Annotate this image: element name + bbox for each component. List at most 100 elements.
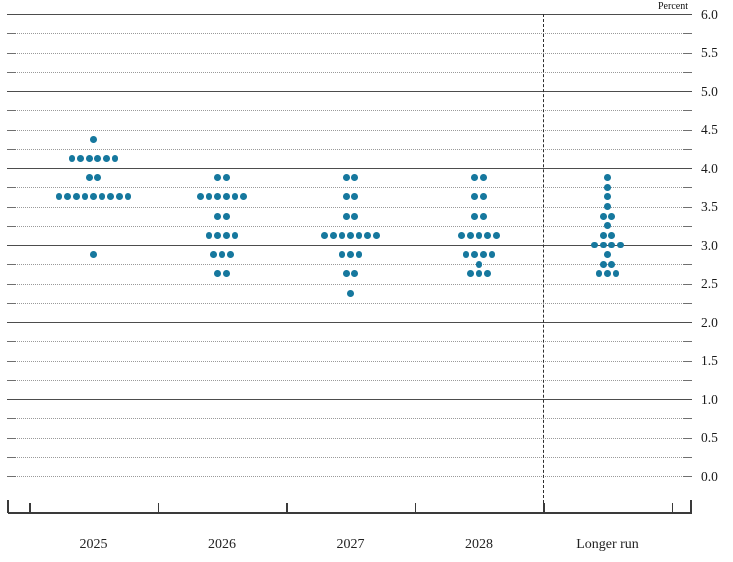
x-axis-tick [671, 503, 674, 512]
projection-dot [197, 193, 204, 201]
gridline-dotted [7, 476, 692, 477]
gridline-solid [7, 14, 692, 15]
projection-dot [222, 212, 230, 220]
projection-dot [68, 154, 76, 162]
projection-dot [94, 174, 102, 182]
projection-dot [205, 231, 213, 239]
projection-dot [222, 270, 230, 278]
projection-dot [222, 193, 230, 201]
gridline-dotted [7, 341, 692, 343]
y-tick-label: 2.0 [701, 314, 718, 330]
gridline-dotted [7, 52, 692, 54]
projection-dot [604, 193, 611, 201]
projection-dot [608, 212, 616, 220]
projection-dot [64, 193, 72, 201]
projection-dot [351, 212, 359, 220]
projection-dot [81, 193, 89, 201]
gridline-solid [7, 91, 692, 92]
projection-dot [347, 289, 354, 297]
projection-dot [222, 174, 230, 182]
projection-dot [467, 270, 474, 278]
gridline-dotted [7, 283, 692, 285]
x-category-label: 2026 [208, 537, 236, 552]
projection-dot [338, 251, 346, 259]
projection-dot [342, 174, 350, 182]
projection-dot [111, 154, 119, 162]
y-tick-label: 5.0 [701, 83, 718, 99]
y-tick-label: 5.5 [701, 45, 718, 60]
projection-dot [72, 193, 80, 201]
projection-dot [214, 193, 222, 201]
x-axis-tick [29, 503, 31, 512]
gridline-dotted [7, 33, 692, 35]
y-tick-label: 4.5 [701, 122, 718, 137]
projection-dot [372, 231, 380, 239]
projection-dot [351, 270, 359, 278]
projection-dot [471, 212, 479, 220]
y-tick-label: 0.0 [701, 468, 718, 484]
gridline-dotted [7, 148, 692, 150]
projection-dot [342, 212, 350, 220]
gridline-dotted [7, 71, 692, 73]
x-axis-tick [286, 503, 288, 512]
projection-dot [608, 241, 616, 249]
projection-dot [218, 251, 226, 259]
projection-dot [479, 174, 487, 182]
projection-dot [347, 231, 354, 239]
projection-dot [475, 270, 483, 278]
projection-dot [612, 270, 620, 278]
gridline-dotted [7, 225, 692, 227]
projection-dot [604, 270, 611, 278]
x-axis-tick [414, 503, 417, 512]
gridline-dotted [7, 129, 692, 131]
y-tick-label: 3.5 [701, 199, 718, 214]
projection-dot [604, 222, 611, 230]
projection-dot [355, 251, 363, 259]
projection-dot [205, 193, 213, 201]
projection-dot [471, 251, 479, 259]
y-tick-label: 6.0 [701, 6, 718, 22]
x-axis-tick [157, 503, 160, 512]
projection-dot [342, 270, 350, 278]
projection-dot [484, 231, 491, 239]
y-tick-label: 0.5 [701, 430, 718, 445]
projection-dot [329, 231, 337, 239]
projection-dot [458, 231, 466, 239]
projection-dot [210, 251, 217, 259]
projection-dot [347, 251, 354, 259]
projection-dot [604, 174, 611, 182]
y-tick-label: 1.5 [701, 353, 718, 368]
projection-dot [599, 212, 607, 220]
projection-dot [492, 231, 500, 239]
projection-dot [85, 154, 93, 162]
projection-dot [591, 241, 598, 249]
projection-dot [98, 193, 106, 201]
gridline-solid [7, 168, 692, 169]
x-category-label: 2027 [336, 537, 365, 552]
projection-dot [231, 193, 239, 201]
gridline-dotted [7, 360, 692, 362]
x-axis-end-cap [7, 500, 9, 513]
gridline-dotted [7, 418, 692, 420]
x-axis-line [8, 512, 692, 514]
projection-dot [214, 231, 222, 239]
projection-dot [595, 270, 603, 278]
projection-dot [604, 251, 611, 259]
gridline-solid [7, 399, 692, 400]
projection-dot [351, 174, 359, 182]
projection-dot [604, 203, 611, 210]
projection-dot [488, 251, 496, 259]
projection-dot [115, 193, 123, 201]
longer-run-separator-line [542, 14, 544, 513]
projection-dot [227, 251, 234, 259]
gridline-solid [7, 245, 692, 246]
projection-dot [214, 270, 222, 278]
projection-dot [471, 193, 479, 201]
projection-dot [124, 193, 132, 201]
projection-dot [479, 212, 487, 220]
gridline-dotted [7, 379, 692, 381]
projection-dot [599, 241, 607, 249]
x-axis-tick [543, 503, 545, 512]
projection-dot [608, 260, 616, 268]
projection-dot [77, 154, 84, 162]
